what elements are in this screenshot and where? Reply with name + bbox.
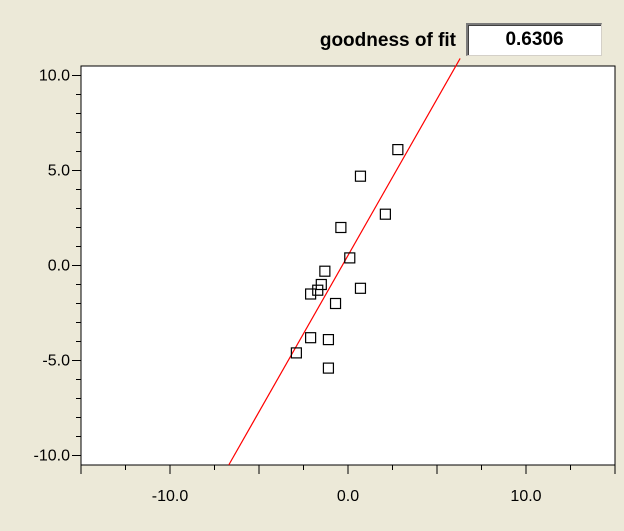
data-point [392,144,404,156]
x-tick-label: -10.0 [152,488,189,505]
x-axis: -10.0 0.0 10.0 [80,465,616,505]
y-axis: 10.0 5.0 0.0 -5.0 -10.0 [34,68,81,465]
data-point [322,362,335,374]
data-point [379,208,391,220]
data-point [335,221,347,234]
data-point [354,282,367,294]
data-point [312,284,324,296]
data-point [290,347,302,359]
goodness-of-fit-label: goodness of fit [319,30,456,51]
goodness-of-fit-value-box: 0.6306 [466,23,602,56]
data-point [354,170,367,182]
data-point [305,288,317,300]
x-tick-label: 10.0 [510,488,541,505]
y-tick-label: -5.0 [42,353,70,370]
data-point [344,252,356,264]
y-tick-label: 0.0 [48,258,70,275]
y-tick-label: 5.0 [48,163,70,180]
data-point [305,332,317,344]
plot-area [80,65,616,466]
data-point [329,297,342,310]
x-tick-label: 0.0 [337,488,359,505]
data-points [290,144,404,374]
data-point [315,278,327,291]
data-point [319,265,331,277]
goodness-of-fit-value: 0.6306 [505,29,564,50]
data-point [322,334,335,346]
y-tick-label: -10.0 [34,448,71,465]
y-tick-label: 10.0 [39,68,70,85]
